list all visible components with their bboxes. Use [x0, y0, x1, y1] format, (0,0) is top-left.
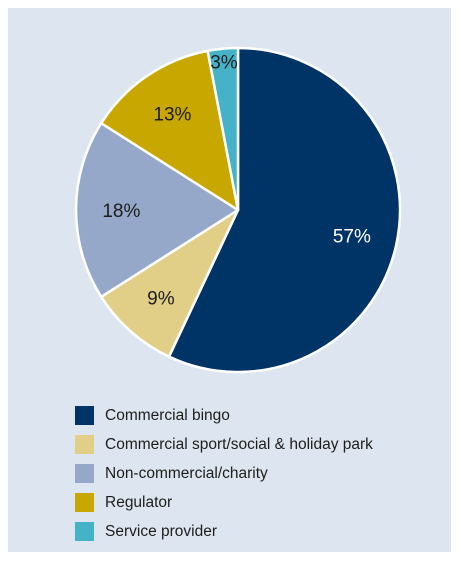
chart-panel: 57% 9% 18% 13% 3% Commercial bingo Commercia… — [8, 8, 451, 552]
pie-slice — [206, 46, 240, 212]
pie-slice — [167, 46, 402, 374]
pie-slice — [99, 49, 240, 212]
legend-item-regulator: Regulator — [75, 488, 373, 517]
legend-item-service-provider: Service provider — [75, 517, 373, 546]
slice-label: 57% — [333, 226, 371, 247]
legend-label: Non-commercial/charity — [105, 464, 268, 482]
slice-label: 9% — [147, 288, 175, 309]
legend: Commercial bingo Commercial sport/social… — [75, 401, 373, 546]
legend-item-commercial-bingo: Commercial bingo — [75, 401, 373, 430]
legend-swatch — [75, 464, 94, 483]
legend-label: Commercial sport/social & holiday park — [105, 435, 373, 453]
legend-label: Regulator — [105, 493, 173, 511]
legend-label: Service provider — [105, 522, 217, 540]
legend-swatch — [75, 406, 94, 425]
legend-item-non-commercial: Non-commercial/charity — [75, 459, 373, 488]
legend-swatch — [75, 493, 94, 512]
slice-label: 3% — [210, 53, 238, 74]
legend-swatch — [75, 522, 94, 541]
slice-label: 13% — [153, 105, 191, 126]
legend-item-commercial-sport: Commercial sport/social & holiday park — [75, 430, 373, 459]
pie-slice — [74, 121, 240, 299]
slice-label: 18% — [102, 201, 140, 222]
legend-swatch — [75, 435, 94, 454]
legend-label: Commercial bingo — [105, 406, 230, 424]
pie-chart: 57% 9% 18% 13% 3% — [74, 46, 402, 374]
pie-slice — [99, 208, 240, 358]
